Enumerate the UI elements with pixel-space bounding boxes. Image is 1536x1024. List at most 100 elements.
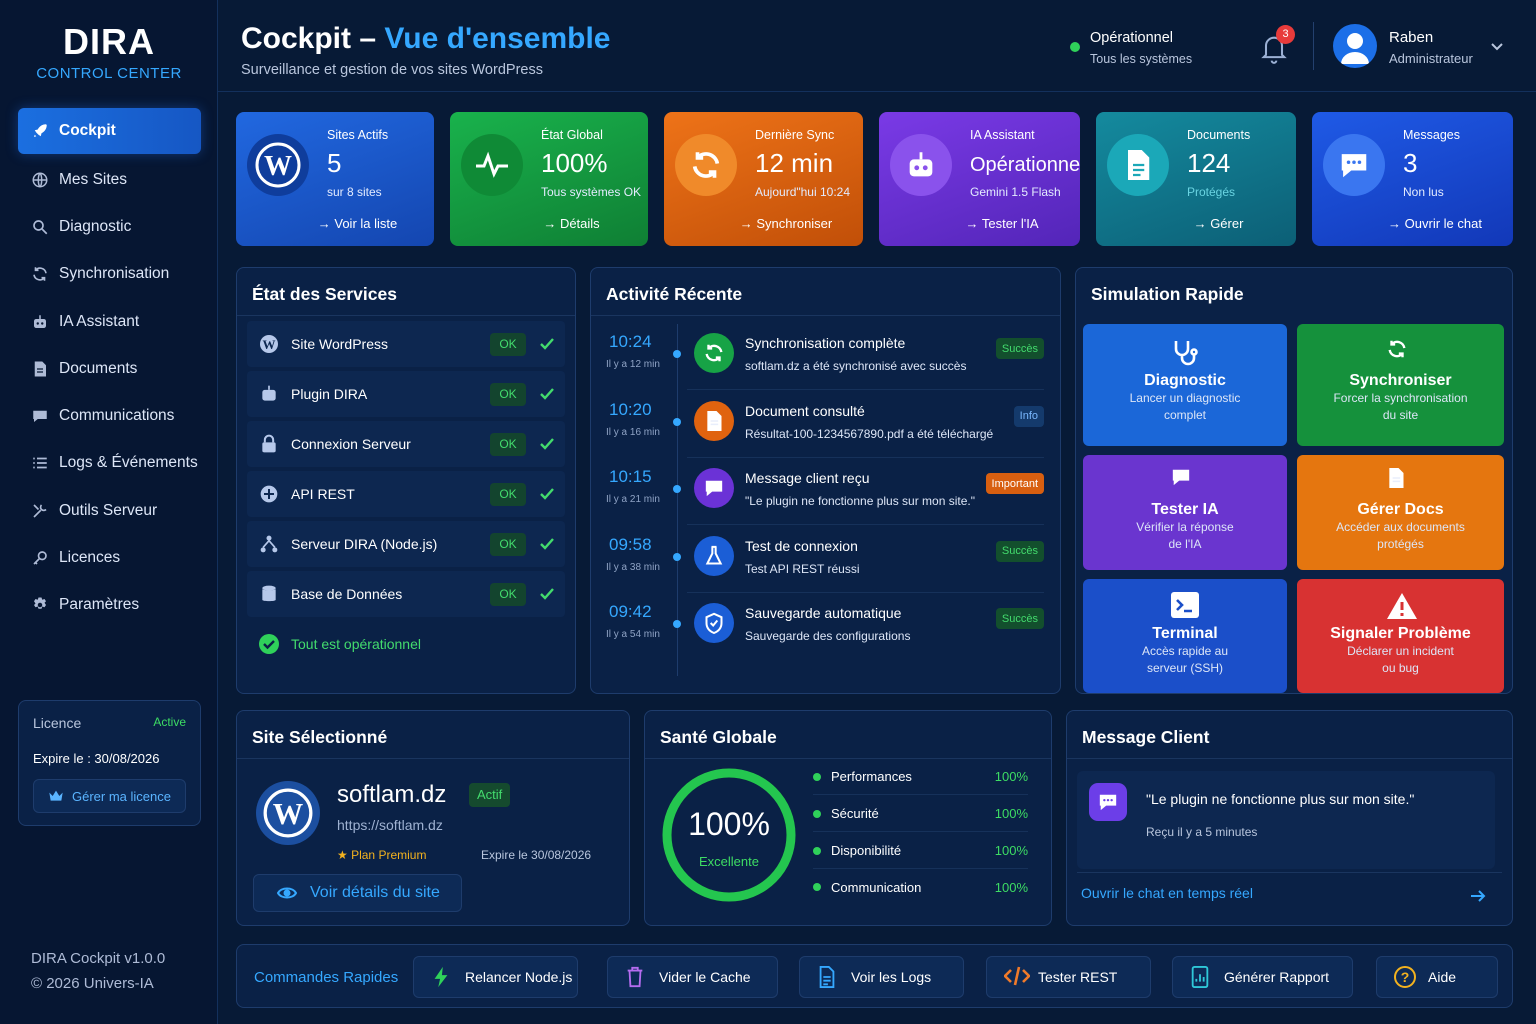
svg-text:?: ?: [1401, 969, 1410, 985]
activity-title: Synchronisation complète: [745, 335, 906, 351]
simulation-title: Diagnostic: [1144, 372, 1226, 389]
bolt-icon: [431, 966, 451, 988]
sidebar-item-synchronisation[interactable]: Synchronisation: [18, 251, 201, 298]
stat-link[interactable]: → Ouvrir le chat: [1388, 216, 1482, 231]
row-divider: [687, 456, 1044, 458]
avatar[interactable]: [1333, 24, 1377, 68]
manage-license-button[interactable]: Gérer ma licence: [33, 779, 186, 813]
arrow-right-icon[interactable]: [1470, 889, 1486, 903]
panel-divider: [1077, 872, 1502, 873]
command-voir-les-logs-button[interactable]: Voir les Logs: [799, 956, 964, 998]
sidebar-item-logs[interactable]: Logs & Événements: [18, 440, 201, 487]
sidebar-item-label: Synchronisation: [59, 265, 170, 283]
stat-link[interactable]: → Voir la liste: [317, 216, 398, 231]
sidebar-item-licences[interactable]: Licences: [18, 534, 201, 581]
simulation-g-rer-docs-button[interactable]: Gérer Docs Accéder aux documents protégés: [1297, 455, 1504, 570]
panel-divider: [591, 315, 1060, 316]
stat-sub: sur 8 sites: [327, 185, 382, 199]
sidebar-item-mes-sites[interactable]: Mes Sites: [18, 156, 201, 203]
chevron-down-icon[interactable]: [1490, 42, 1504, 52]
simulation-title: Gérer Docs: [1357, 501, 1444, 518]
stat-sub: Protégés: [1187, 185, 1236, 199]
service-name: Base de Données: [291, 586, 403, 602]
stat-link-label: Détails: [559, 216, 600, 231]
simulation-tester-ia-button[interactable]: Tester IA Vérifier la réponse de l'IA: [1083, 455, 1287, 570]
stat-link[interactable]: → Synchroniser: [739, 216, 833, 231]
command-vider-le-cache-button[interactable]: Vider le Cache: [607, 956, 778, 998]
sidebar-item-ia-assistant[interactable]: IA Assistant: [18, 298, 201, 345]
status-badge: Succès: [995, 608, 1044, 629]
sidebar-item-cockpit[interactable]: Cockpit: [18, 108, 201, 154]
site-url[interactable]: https://softlam.dz: [337, 817, 443, 833]
command-tester-rest-button[interactable]: Tester REST: [986, 956, 1151, 998]
sidebar-item-diagnostic[interactable]: Diagnostic: [18, 203, 201, 250]
open-chat-link[interactable]: Ouvrir le chat en temps réel: [1081, 885, 1253, 901]
command-g-n-rer-rapport-button[interactable]: Générer Rapport: [1172, 956, 1353, 998]
sidebar-item-label: Diagnostic: [59, 217, 132, 235]
stat-sub: Gemini 1.5 Flash: [970, 185, 1061, 199]
health-metric-name: Disponibilité: [831, 843, 902, 858]
help-icon: ?: [1394, 966, 1416, 988]
command-aide-button[interactable]: ? Aide: [1376, 956, 1498, 998]
sidebar-item-label: Cockpit: [59, 122, 116, 139]
health-label: Excellente: [699, 854, 759, 869]
stat-link[interactable]: → Détails: [543, 216, 600, 231]
code-icon: [1004, 966, 1030, 988]
stat-card-derniere-sync[interactable]: Dernière Sync 12 min Aujourd"hui 10:24 →…: [664, 112, 863, 246]
simulation-diagnostic-button[interactable]: Diagnostic Lancer un diagnostic complet: [1083, 324, 1287, 446]
stat-card-messages[interactable]: Messages 3 Non lus → Ouvrir le chat: [1312, 112, 1513, 246]
stat-link-label: Ouvrir le chat: [1404, 216, 1482, 231]
timeline-dot: [673, 417, 681, 426]
message-text: "Le plugin ne fonctionne plus sur mon si…: [1146, 791, 1415, 807]
all-operational-text: Tout est opérationnel: [291, 636, 421, 652]
activity-title: Document consulté: [745, 402, 865, 419]
sync-icon: [694, 333, 734, 373]
health-metric-name: Performances: [831, 769, 912, 784]
stat-card-documents[interactable]: Documents 124 Protégés → Gérer: [1096, 112, 1296, 246]
stat-link[interactable]: → Gérer: [1193, 216, 1244, 231]
status-badge: Succès: [995, 540, 1044, 562]
service-row: Plugin DIRA OK: [247, 371, 565, 417]
message-card[interactable]: "Le plugin ne fonctionne plus sur mon si…: [1077, 771, 1495, 869]
license-status: Active: [153, 715, 186, 729]
sidebar-item-outils-serveur[interactable]: Outils Serveur: [18, 487, 201, 534]
stat-value: 5: [327, 148, 342, 178]
timeline-dot: [673, 485, 681, 493]
check-circle-icon: [259, 634, 279, 654]
user-name: Raben: [1389, 29, 1434, 46]
status-badge: OK: [490, 432, 526, 456]
document-icon: [1107, 134, 1169, 196]
panel-divider: [645, 758, 1051, 759]
app-title: DIRA: [63, 21, 155, 62]
simulation-signaler-probl-me-button[interactable]: Signaler Problème Déclarer un incident ou …: [1297, 579, 1504, 693]
simulation-synchroniser-button[interactable]: Synchroniser Forcer la synchronisation du …: [1297, 324, 1504, 446]
search-gear-icon: [31, 218, 49, 236]
row-divider: [687, 389, 1044, 390]
command-relancer-node-js-button[interactable]: Relancer Node.js: [413, 956, 578, 998]
sidebar-item-label: Logs & Événements: [59, 454, 198, 472]
stat-link-label: Synchroniser: [756, 216, 833, 231]
stat-link[interactable]: → Tester l'IA: [965, 216, 1039, 231]
simulation-terminal-button[interactable]: Terminal Accès rapide au serveur (SSH): [1083, 579, 1287, 693]
sidebar-item-communications[interactable]: Communications: [18, 392, 201, 439]
chat-icon: [694, 468, 734, 508]
health-metric-value: 100%: [994, 879, 1028, 895]
sidebar-item-parametres[interactable]: Paramètres: [18, 582, 201, 629]
health-title: Santé Globale: [660, 727, 777, 747]
sidebar-item-documents[interactable]: Documents: [18, 345, 201, 392]
command-label: Tester REST: [1038, 969, 1118, 985]
stat-link-label: Voir la liste: [334, 216, 398, 231]
stat-link-label: Gérer: [1210, 216, 1244, 231]
view-site-details-label: Voir détails du site: [310, 884, 440, 901]
chat-icon: [1170, 467, 1200, 497]
logo: DIRA CONTROL CENTER: [0, 21, 218, 83]
stat-card-ia-assistant[interactable]: IA Assistant Opérationnel Gemini 1.5 Fla…: [879, 112, 1080, 246]
status-badge: Important: [985, 473, 1044, 494]
stat-card-sites-actifs[interactable]: W Sites Actifs 5 sur 8 sites → Voir la l…: [236, 112, 434, 246]
tools-icon: [31, 502, 49, 520]
view-site-details-button[interactable]: Voir détails du site: [253, 874, 462, 912]
stat-card-etat-global[interactable]: État Global 100% Tous systèmes OK → Déta…: [450, 112, 648, 246]
simulation-title: Tester IA: [1151, 501, 1219, 518]
notification-badge: 3: [1276, 25, 1295, 44]
activity-ago: Il y a 21 min: [606, 494, 660, 505]
